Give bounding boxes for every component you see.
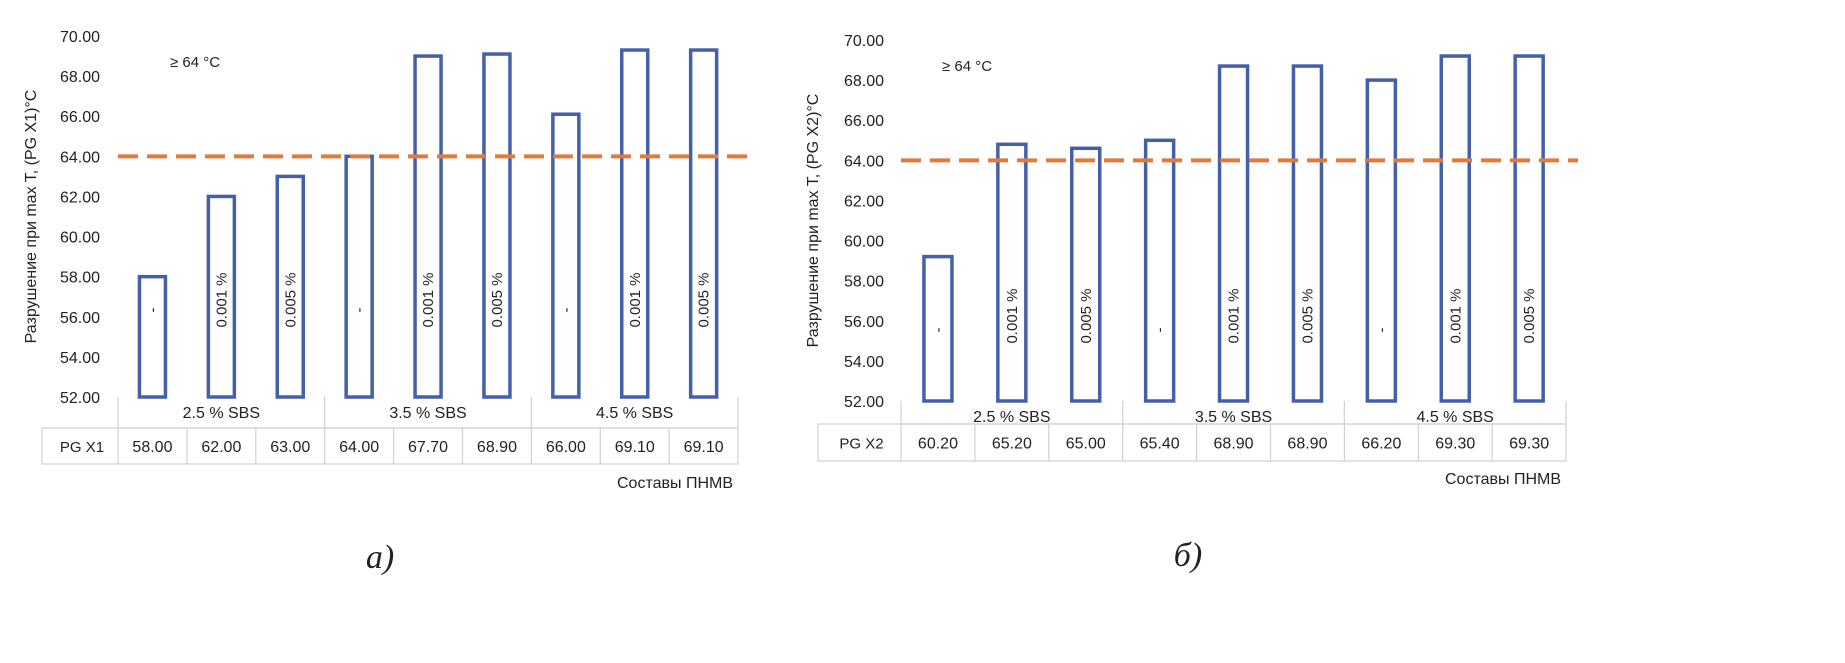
bar-label: - [1152, 328, 1169, 333]
bar-label: 0.001 % [213, 272, 230, 327]
bar-label: - [144, 308, 161, 313]
bar [206, 194, 237, 399]
group-label: 3.5 % SBS [389, 405, 466, 422]
threshold-annotation: ≥ 64 °C [942, 58, 992, 75]
table-cell: 69.30 [1435, 436, 1475, 453]
bar [551, 112, 581, 399]
y-tick-label: 54.00 [60, 350, 100, 367]
bar [1365, 78, 1398, 403]
table-cell: 63.00 [270, 439, 310, 456]
y-tick-label: 66.00 [60, 109, 100, 126]
bar [1070, 146, 1102, 403]
y-tick-label: 54.00 [844, 354, 884, 371]
bar [620, 48, 650, 399]
table-cell: 58.00 [132, 439, 172, 456]
y-tick-label: 60.00 [844, 234, 884, 251]
table-cell: 62.00 [201, 439, 241, 456]
table-cell: 69.10 [615, 439, 655, 456]
bar [344, 154, 374, 399]
panel-caption: а) [366, 539, 394, 576]
table-cell: 68.90 [1214, 436, 1254, 453]
bar-label: 0.005 % [1521, 288, 1538, 343]
table-cell: 66.20 [1361, 436, 1401, 453]
bar [996, 142, 1028, 403]
y-axis-title: Разрушение при max T, (PG X1)°C [23, 90, 40, 344]
bar [1143, 138, 1176, 403]
bar [413, 54, 443, 399]
group-label: 2.5 % SBS [973, 409, 1050, 426]
y-tick-label: 58.00 [60, 270, 100, 287]
y-tick-label: 64.00 [844, 153, 884, 170]
table-row-label: PG X2 [839, 436, 883, 453]
bar-label: 0.005 % [696, 272, 713, 327]
bar-label: - [930, 328, 947, 333]
y-tick-label: 52.00 [60, 390, 100, 407]
threshold-annotation: ≥ 64 °C [170, 54, 220, 71]
bar-label: 0.005 % [489, 272, 506, 327]
y-tick-label: 52.00 [844, 394, 884, 411]
bar [1439, 54, 1471, 403]
bar-label: 0.001 % [1447, 288, 1464, 343]
table-cell: 60.20 [918, 436, 958, 453]
bar [1513, 54, 1545, 403]
bar [137, 274, 168, 399]
y-tick-label: 62.00 [60, 189, 100, 206]
bar [688, 48, 719, 399]
table-row-label: PG X1 [60, 439, 104, 456]
table-cell: 66.00 [546, 439, 586, 456]
table-cell: 68.90 [477, 439, 517, 456]
y-tick-label: 56.00 [844, 314, 884, 331]
bar-label: - [351, 308, 368, 313]
table-cell: 65.00 [1066, 436, 1106, 453]
table-cell: 64.00 [339, 439, 379, 456]
y-axis-title: Разрушение при max T, (PG X2)°C [805, 94, 822, 348]
y-tick-label: 58.00 [844, 274, 884, 291]
bar-label: - [558, 308, 575, 313]
x-axis-title: Составы ПНМВ [617, 475, 733, 492]
bar-label: - [1373, 328, 1390, 333]
y-tick-label: 62.00 [844, 193, 884, 210]
bar [1291, 64, 1324, 403]
group-label: 4.5 % SBS [596, 405, 673, 422]
table-line [41, 427, 739, 465]
y-tick-label: 64.00 [60, 149, 100, 166]
bar [922, 254, 954, 403]
bar-label: 0.001 % [1226, 288, 1243, 343]
bar-label: 0.005 % [1299, 288, 1316, 343]
table-line [817, 423, 1567, 462]
table-cell: 69.30 [1509, 436, 1549, 453]
y-tick-label: 70.00 [60, 29, 100, 46]
y-tick-label: 60.00 [60, 230, 100, 247]
y-tick-label: 68.00 [60, 69, 100, 86]
y-tick-label: 66.00 [844, 113, 884, 130]
group-label: 4.5 % SBS [1416, 409, 1493, 426]
bar-label: 0.005 % [1078, 288, 1095, 343]
table-cell: 68.90 [1287, 436, 1327, 453]
y-tick-label: 70.00 [844, 33, 884, 50]
bar-label: 0.001 % [1004, 288, 1021, 343]
x-axis-title: Составы ПНМВ [1445, 471, 1561, 488]
bar [482, 52, 512, 399]
table-cell: 67.70 [408, 439, 448, 456]
bar [1217, 64, 1250, 403]
bar-label: 0.001 % [420, 272, 437, 327]
panel-caption: б) [1174, 537, 1202, 574]
table-cell: 65.20 [992, 436, 1032, 453]
bar-label: 0.005 % [282, 272, 299, 327]
table-cell: 65.40 [1140, 436, 1180, 453]
bar [275, 174, 305, 399]
bar-label: 0.001 % [627, 272, 644, 327]
group-label: 2.5 % SBS [183, 405, 260, 422]
y-tick-label: 68.00 [844, 73, 884, 90]
group-label: 3.5 % SBS [1195, 409, 1272, 426]
table-cell: 69.10 [684, 439, 724, 456]
y-tick-label: 56.00 [60, 310, 100, 327]
